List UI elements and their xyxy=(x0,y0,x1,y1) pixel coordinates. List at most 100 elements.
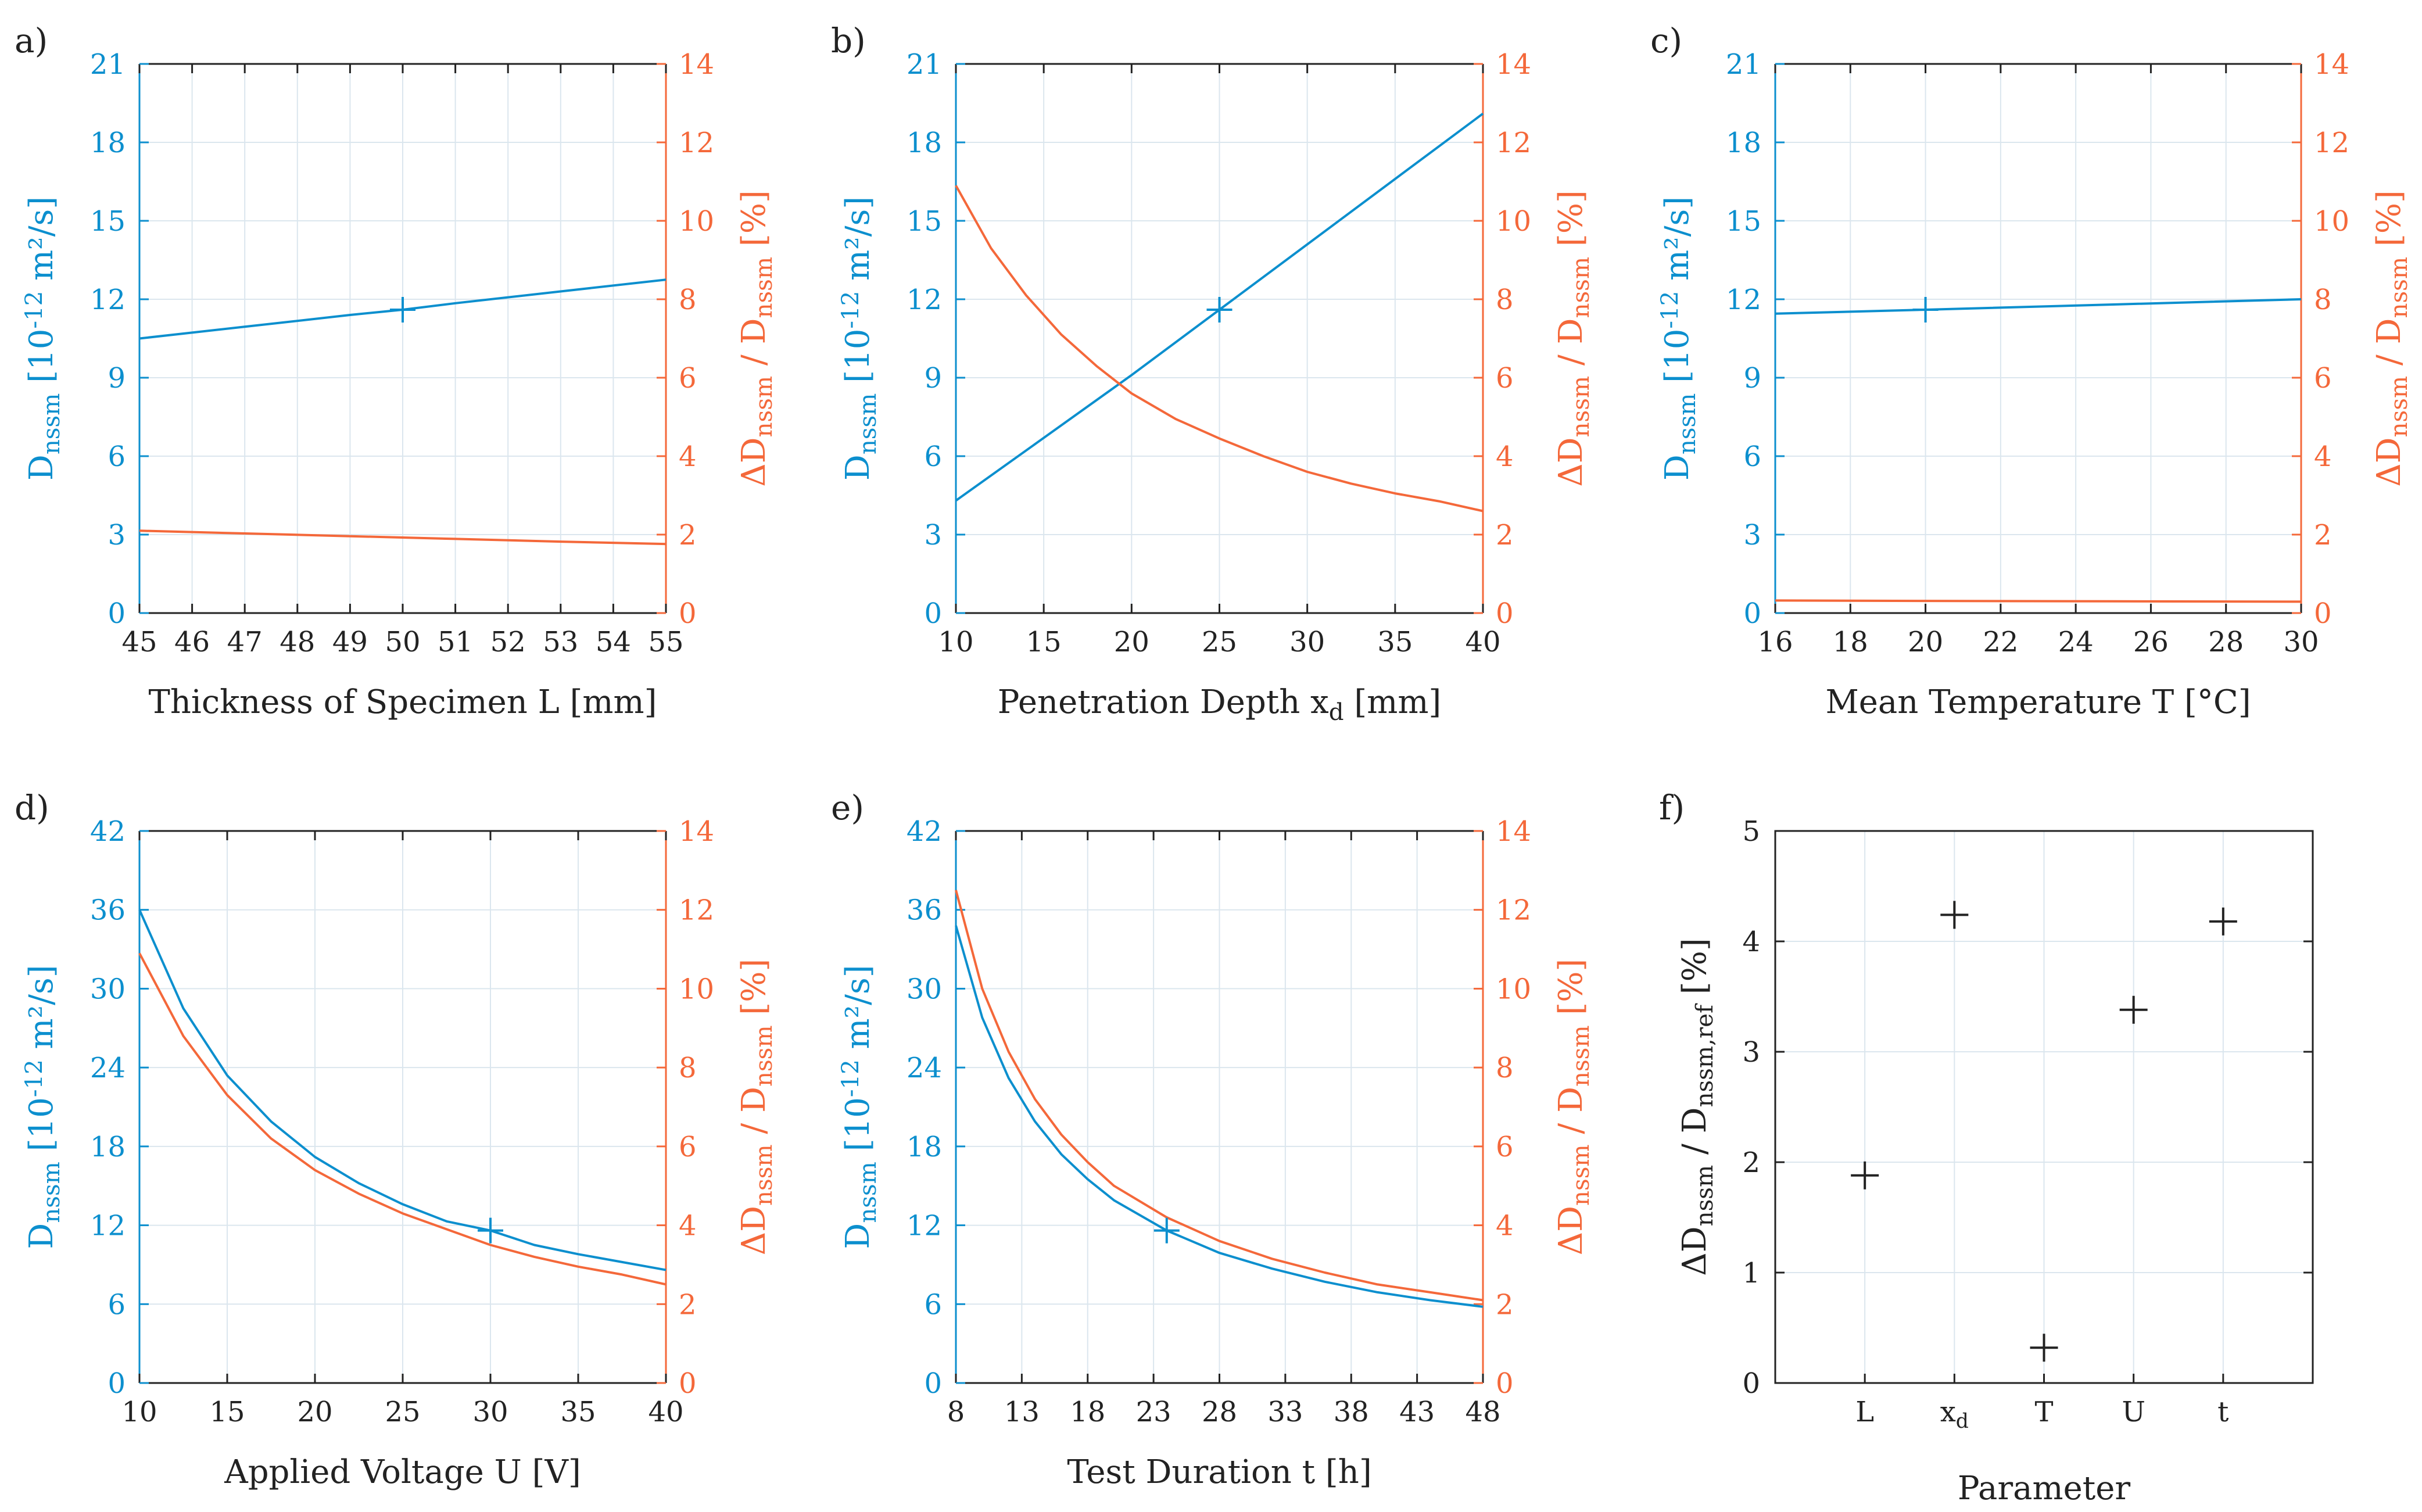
y-left-tick-label: 12 xyxy=(907,284,942,316)
x-tick-label: 20 xyxy=(1114,626,1149,658)
y-right-tick-label: 12 xyxy=(2314,127,2349,159)
x-tick-label: 15 xyxy=(209,1396,245,1428)
y-right-tick-label: 6 xyxy=(679,1131,697,1163)
y-tick-label: 0 xyxy=(1742,1367,1760,1400)
y-left-tick-label: 6 xyxy=(924,440,942,473)
x-tick-label: 55 xyxy=(648,626,683,658)
panel-label: d) xyxy=(15,788,49,827)
y-left-tick-label: 12 xyxy=(1726,284,1761,316)
y-left-axis-label: Dnssm [10-12 m²/s] xyxy=(20,196,65,481)
y-left-tick-label: 0 xyxy=(1743,597,1761,630)
x-tick-label: 35 xyxy=(560,1396,596,1428)
x-tick-label: 30 xyxy=(2283,626,2319,658)
x-tick-label: 22 xyxy=(1983,626,2018,658)
y-left-tick-label: 9 xyxy=(924,362,942,395)
y-right-tick-label: 2 xyxy=(1496,1288,1514,1321)
reference-point-marker xyxy=(1206,297,1233,323)
y-tick-label: 4 xyxy=(1742,926,1760,958)
x-tick-label: 46 xyxy=(174,626,210,658)
y-left-axis-label: Dnssm [10-12 m²/s] xyxy=(20,965,65,1249)
y-right-tick-label: 0 xyxy=(1496,597,1514,630)
y-left-tick-label: 6 xyxy=(924,1288,942,1321)
y-left-tick-label: 3 xyxy=(108,519,126,551)
reference-point-marker xyxy=(478,1217,503,1244)
y-right-tick-label: 4 xyxy=(679,1210,697,1242)
reference-point-marker xyxy=(1912,297,1939,323)
y-left-tick-label: 6 xyxy=(1743,440,1761,473)
y-right-tick-label: 10 xyxy=(1496,205,1531,238)
y-right-tick-label: 6 xyxy=(1496,1131,1514,1163)
x-tick-label: 25 xyxy=(385,1396,420,1428)
x-axis-label: Parameter xyxy=(1958,1470,2131,1507)
panel-a: 45 46 47 48 49 50 51 52 53 54 55036912151821024681… xyxy=(15,21,778,721)
x-tick-label: 47 xyxy=(227,626,263,658)
x-tick-label: 52 xyxy=(490,626,526,658)
x-tick-label: 48 xyxy=(280,626,315,658)
x-tick-label: 30 xyxy=(472,1396,508,1428)
x-tick-label: U xyxy=(2122,1396,2145,1428)
x-tick-label: 35 xyxy=(1377,626,1413,658)
y-left-tick-label: 18 xyxy=(907,1131,942,1163)
y-axis-label: ΔDnssm / Dnssm,ref [%] xyxy=(1676,938,1718,1275)
y-right-tick-label: 6 xyxy=(1496,362,1514,395)
x-tick-label: 30 xyxy=(1289,626,1325,658)
reference-point-marker xyxy=(390,297,415,323)
y-right-tick-label: 6 xyxy=(679,362,697,395)
y-left-tick-label: 15 xyxy=(907,205,942,238)
y-right-tick-label: 6 xyxy=(2314,362,2332,395)
y-left-tick-label: 15 xyxy=(90,205,126,238)
x-tick-label: 26 xyxy=(2133,626,2169,658)
x-tick-label: 33 xyxy=(1267,1396,1303,1428)
series-line-relative-error xyxy=(955,185,1484,513)
y-right-axis-label: ΔDnssm / Dnssm [%] xyxy=(2370,190,2413,487)
y-left-tick-label: 21 xyxy=(90,48,126,81)
x-tick-label: 20 xyxy=(1908,626,1943,658)
y-right-tick-label: 8 xyxy=(679,284,697,316)
y-left-tick-label: 42 xyxy=(907,815,942,848)
panel-label: b) xyxy=(831,21,866,60)
panel-label: c) xyxy=(1650,21,1682,60)
x-tick-label: 8 xyxy=(947,1396,965,1428)
x-tick-label: 50 xyxy=(385,626,420,658)
y-left-tick-label: 3 xyxy=(924,519,942,551)
y-left-axis-label: Dnssm [10-12 m²/s] xyxy=(837,965,882,1249)
y-left-axis-label: Dnssm [10-12 m²/s] xyxy=(837,196,882,481)
y-right-tick-label: 10 xyxy=(2314,205,2349,238)
y-left-tick-label: 0 xyxy=(108,1367,126,1400)
panel-label: f) xyxy=(1659,788,1685,827)
y-tick-label: 2 xyxy=(1742,1146,1760,1179)
x-tick-label: 54 xyxy=(596,626,631,658)
x-tick-label: 40 xyxy=(648,1396,683,1428)
x-tick-label: 23 xyxy=(1136,1396,1171,1428)
y-right-tick-label: 14 xyxy=(2314,48,2349,81)
x-tick-label: 20 xyxy=(297,1396,332,1428)
y-right-tick-label: 0 xyxy=(679,597,697,630)
x-tick-label: 49 xyxy=(332,626,368,658)
y-left-tick-label: 36 xyxy=(90,894,126,927)
y-right-tick-label: 10 xyxy=(1496,973,1531,1005)
y-left-tick-label: 9 xyxy=(1743,362,1761,395)
data-point-marker xyxy=(2209,907,2237,936)
y-left-tick-label: 18 xyxy=(1726,127,1761,159)
series-line-relative-error xyxy=(138,952,667,1286)
x-tick-label: 13 xyxy=(1004,1396,1040,1428)
data-point-marker xyxy=(2119,995,2148,1024)
x-tick-label: 18 xyxy=(1833,626,1868,658)
y-right-tick-label: 10 xyxy=(679,205,714,238)
x-tick-label: T xyxy=(2034,1396,2053,1428)
y-right-axis-label: ΔDnssm / Dnssm [%] xyxy=(735,959,778,1256)
y-left-tick-label: 0 xyxy=(924,1367,942,1400)
y-right-tick-label: 4 xyxy=(1496,1210,1514,1242)
y-left-tick-label: 9 xyxy=(108,362,126,395)
y-left-tick-label: 12 xyxy=(907,1210,942,1242)
x-tick-label: 10 xyxy=(938,626,973,658)
y-left-tick-label: 30 xyxy=(907,973,942,1005)
y-right-tick-label: 8 xyxy=(1496,1052,1514,1084)
y-right-tick-label: 2 xyxy=(679,1288,697,1321)
y-right-tick-label: 8 xyxy=(1496,284,1514,316)
x-tick-label: xd xyxy=(1940,1396,1969,1433)
series-line-dnssm xyxy=(138,909,667,1271)
y-left-tick-label: 15 xyxy=(1726,205,1761,238)
panel-d: 10 15 20 25 30 35 400612182430364202468101214A… xyxy=(15,788,778,1491)
